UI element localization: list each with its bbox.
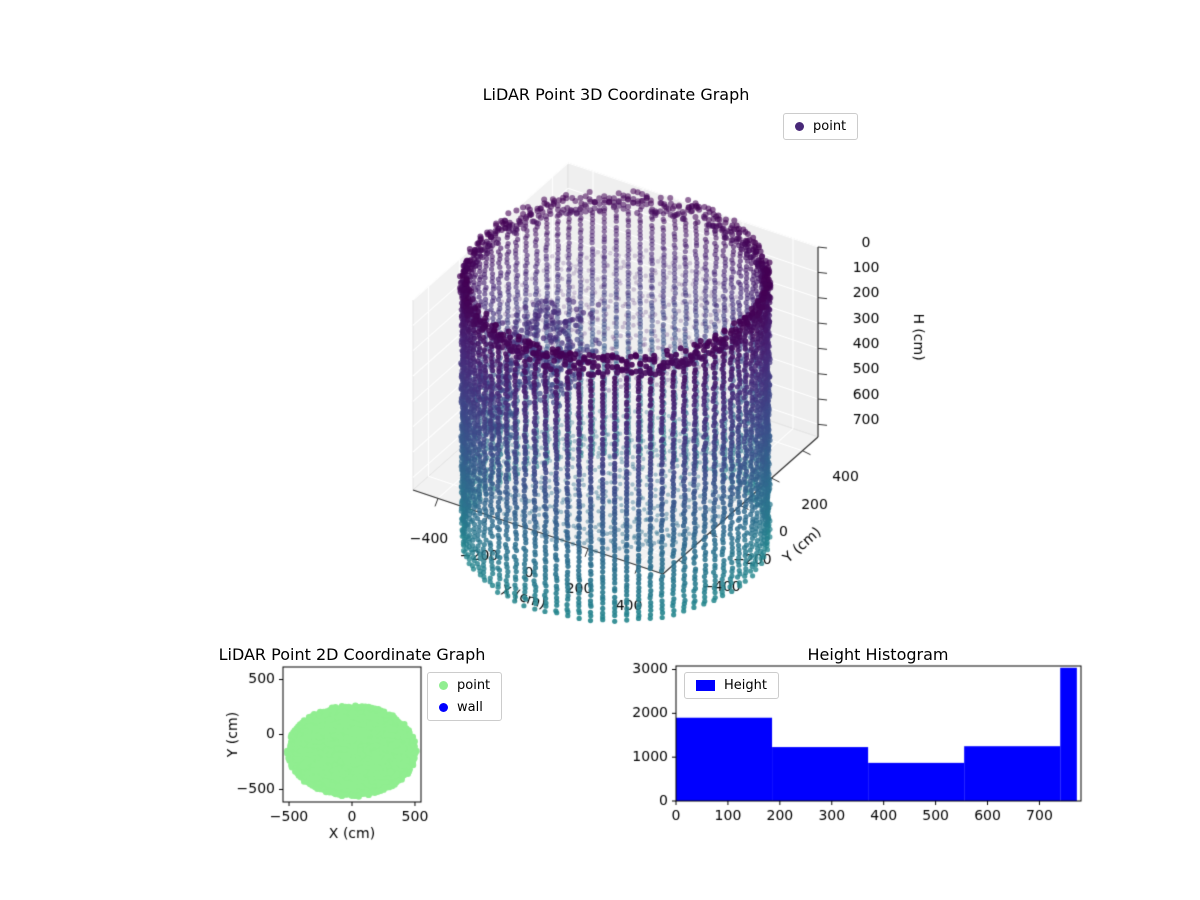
legend-item-height: Height [696,678,767,693]
hist-legend: Height [684,672,779,699]
wall-marker-icon [439,703,448,712]
legend-label-height: Height [724,678,767,693]
point-marker-icon [795,122,804,131]
legend-item-point: point [439,678,490,693]
legend-label-point: point [813,119,847,134]
plot2d-legend: point wall [427,672,503,721]
plot3d-title: LiDAR Point 3D Coordinate Graph [482,85,750,104]
legend-item-wall: wall [439,700,490,715]
legend-item-point: point [795,119,846,134]
plot2d-title: LiDAR Point 2D Coordinate Graph [218,645,486,664]
plot3d-legend: point [783,113,859,140]
legend-label-point: point [457,678,491,693]
legend-label-wall: wall [457,700,483,715]
hist-title: Height Histogram [807,645,949,664]
point-marker-icon [439,681,448,690]
height-marker-icon [696,680,715,691]
